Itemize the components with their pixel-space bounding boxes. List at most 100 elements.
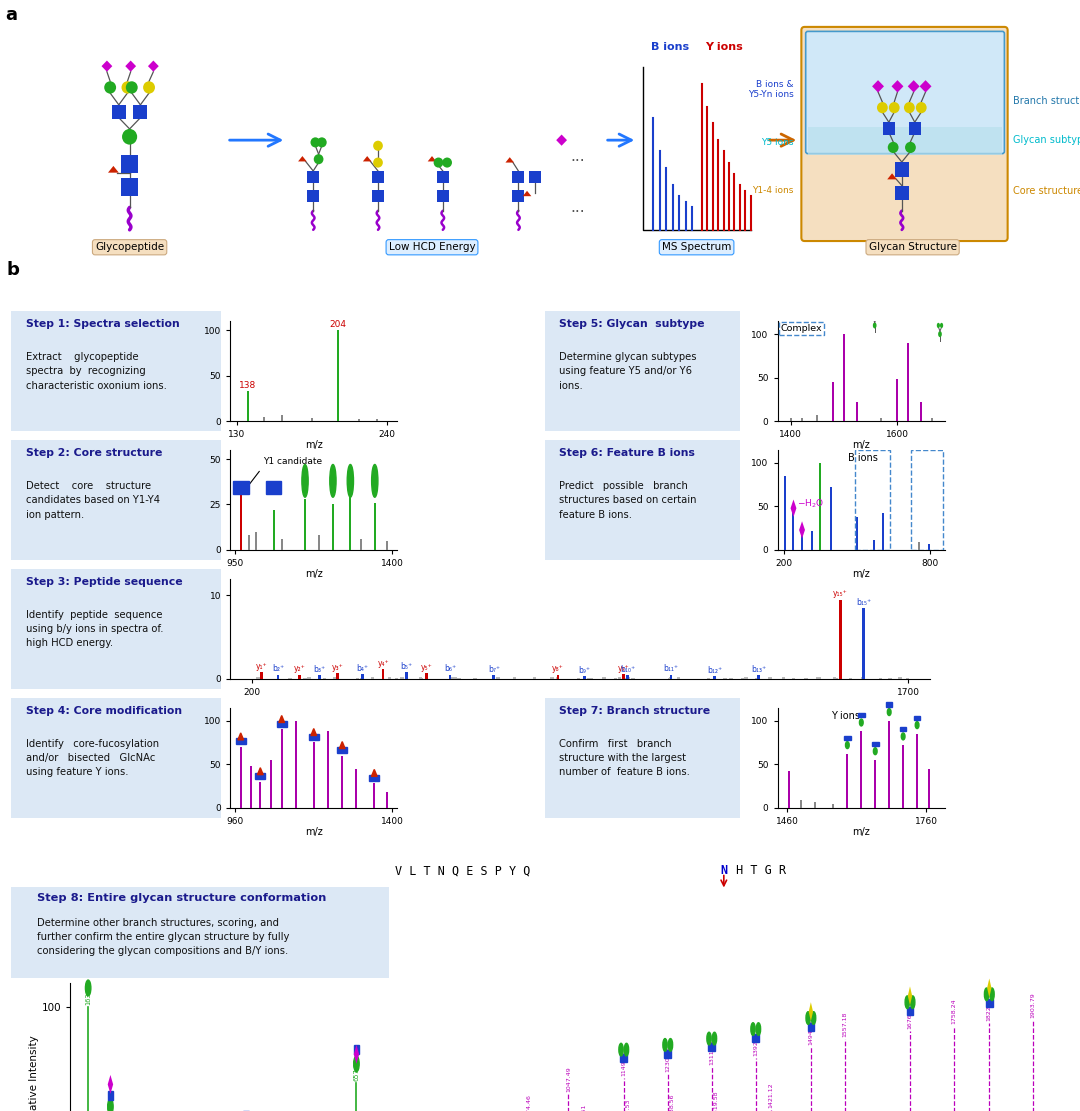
- Bar: [255, 532, 257, 550]
- Polygon shape: [354, 1044, 360, 1064]
- Bar: [854, 450, 890, 550]
- Circle shape: [706, 1032, 712, 1044]
- Text: 1421.12: 1421.12: [769, 1082, 773, 1108]
- Text: 1676.72: 1676.72: [907, 1003, 913, 1029]
- Text: Step 4: Core modification: Step 4: Core modification: [26, 707, 181, 717]
- Bar: [281, 414, 283, 421]
- Bar: [664, 1050, 671, 1058]
- Bar: [496, 677, 499, 679]
- Circle shape: [889, 102, 900, 113]
- Polygon shape: [148, 60, 159, 72]
- Text: 1494.15: 1494.15: [808, 1019, 813, 1044]
- Bar: [376, 419, 378, 421]
- Circle shape: [916, 102, 927, 113]
- Text: 1157.53: 1157.53: [625, 1099, 631, 1111]
- Bar: [986, 999, 993, 1007]
- Bar: [626, 675, 629, 679]
- Bar: [276, 674, 280, 679]
- Polygon shape: [102, 60, 112, 72]
- Text: Determine other branch structures, scoring, and
further confirm the entire glyca: Determine other branch structures, scori…: [37, 918, 289, 957]
- Circle shape: [713, 1032, 717, 1044]
- Bar: [307, 677, 311, 679]
- Text: V L T N Q E S P Y Q: V L T N Q E S P Y Q: [395, 864, 530, 878]
- Polygon shape: [505, 157, 514, 162]
- Text: B ions &
Y5-Yn ions: B ions & Y5-Yn ions: [748, 80, 794, 99]
- Bar: [240, 496, 242, 550]
- Text: y₁⁺: y₁⁺: [256, 662, 268, 671]
- Bar: [789, 418, 792, 421]
- Text: Step 6: Feature B ions: Step 6: Feature B ions: [559, 449, 694, 459]
- Circle shape: [374, 158, 383, 168]
- Text: Y1 candidate: Y1 candidate: [243, 458, 322, 493]
- Bar: [309, 733, 319, 740]
- Bar: [669, 677, 672, 679]
- Circle shape: [984, 988, 989, 1001]
- Bar: [626, 678, 630, 679]
- Bar: [332, 504, 334, 550]
- Bar: [246, 391, 248, 421]
- Text: 204: 204: [329, 320, 346, 329]
- Bar: [272, 510, 274, 550]
- Circle shape: [874, 748, 877, 754]
- Bar: [388, 677, 391, 679]
- Polygon shape: [887, 173, 897, 179]
- Bar: [419, 677, 422, 679]
- Bar: [134, 104, 147, 119]
- Text: Step 8: Entire glycan structure conformation: Step 8: Entire glycan structure conforma…: [37, 893, 326, 903]
- Bar: [909, 122, 920, 134]
- Bar: [386, 541, 388, 550]
- Text: N: N: [720, 864, 727, 878]
- Polygon shape: [238, 733, 244, 740]
- Text: ...: ...: [570, 150, 585, 164]
- Bar: [757, 675, 759, 679]
- Text: Low HCD Energy: Low HCD Energy: [389, 242, 475, 252]
- Bar: [800, 800, 801, 808]
- Text: b₁₀⁺: b₁₀⁺: [620, 665, 635, 674]
- Text: Y5 ions: Y5 ions: [761, 138, 794, 147]
- Bar: [354, 1044, 360, 1054]
- Text: b₉⁺: b₉⁺: [578, 667, 591, 675]
- Bar: [800, 526, 802, 550]
- Circle shape: [873, 322, 877, 329]
- Bar: [311, 419, 313, 421]
- Polygon shape: [908, 987, 913, 1005]
- Circle shape: [872, 314, 875, 319]
- Polygon shape: [907, 80, 920, 92]
- Bar: [814, 802, 815, 808]
- Text: b₁₅⁺: b₁₅⁺: [855, 598, 870, 607]
- Text: 138: 138: [239, 381, 256, 390]
- Bar: [121, 154, 138, 172]
- Text: Complex: Complex: [781, 324, 823, 333]
- Text: 1903.79: 1903.79: [1030, 992, 1036, 1018]
- Bar: [880, 418, 882, 421]
- Bar: [839, 600, 841, 679]
- Bar: [454, 677, 458, 679]
- Bar: [918, 542, 920, 550]
- Polygon shape: [108, 1075, 113, 1094]
- Bar: [556, 678, 559, 679]
- Text: MS Spectrum: MS Spectrum: [662, 242, 731, 252]
- X-axis label: m/z: m/z: [852, 569, 870, 579]
- Circle shape: [910, 995, 915, 1009]
- Bar: [931, 418, 933, 421]
- FancyBboxPatch shape: [806, 31, 1004, 153]
- Text: B ions: B ions: [848, 453, 878, 463]
- Circle shape: [905, 995, 909, 1009]
- Polygon shape: [873, 80, 883, 92]
- FancyBboxPatch shape: [801, 27, 1008, 241]
- Text: Predict   possible   branch
structures based on certain
feature B ions.: Predict possible branch structures based…: [559, 481, 697, 520]
- Bar: [264, 417, 265, 421]
- Bar: [914, 715, 920, 720]
- Polygon shape: [125, 60, 136, 72]
- Text: 163.06: 163.06: [85, 982, 91, 1005]
- Text: Glycan subtypes: Glycan subtypes: [1013, 136, 1080, 146]
- Bar: [437, 190, 449, 202]
- Text: 1047.49: 1047.49: [566, 1067, 571, 1092]
- Bar: [816, 678, 820, 679]
- Circle shape: [372, 464, 378, 498]
- Circle shape: [85, 980, 91, 995]
- Bar: [820, 463, 822, 550]
- Bar: [336, 673, 338, 679]
- Polygon shape: [791, 500, 796, 517]
- Text: H T G R: H T G R: [729, 864, 786, 878]
